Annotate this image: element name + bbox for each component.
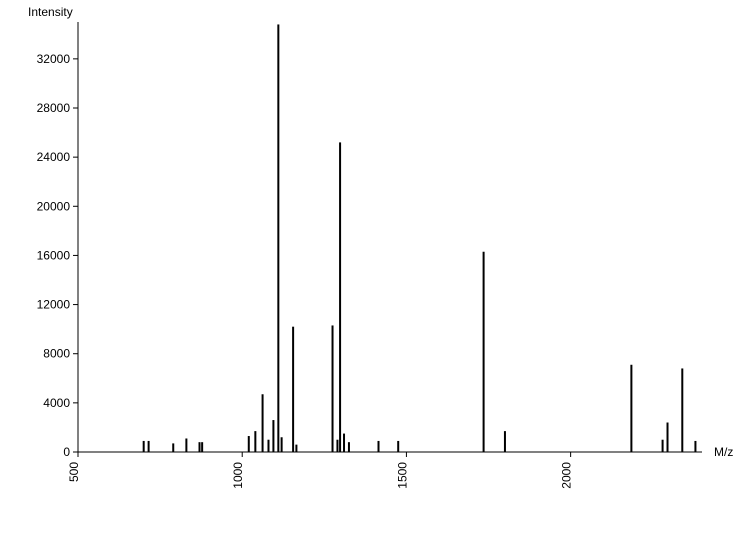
svg-text:1000: 1000 [231,462,245,489]
svg-text:20000: 20000 [37,199,71,213]
svg-text:2000: 2000 [560,462,574,489]
svg-text:8000: 8000 [43,347,70,361]
svg-text:28000: 28000 [37,101,71,115]
svg-text:24000: 24000 [37,150,71,164]
spectrum-svg: 0 4000 8000 12000 16000 20000 24000 28000 32000 5… [0,0,750,540]
svg-text:M/z: M/z [714,445,733,459]
svg-text:12000: 12000 [37,298,71,312]
svg-text:32000: 32000 [37,52,71,66]
svg-text:4000: 4000 [43,396,70,410]
svg-text:16000: 16000 [37,248,71,262]
svg-text:500: 500 [67,462,81,482]
svg-text:0: 0 [63,445,70,459]
svg-text:Intensity: Intensity [28,5,73,19]
svg-text:1500: 1500 [395,462,409,489]
mass-spectrum-chart: { "spectrum": { "type": "bar", "xlabel":… [0,0,750,540]
